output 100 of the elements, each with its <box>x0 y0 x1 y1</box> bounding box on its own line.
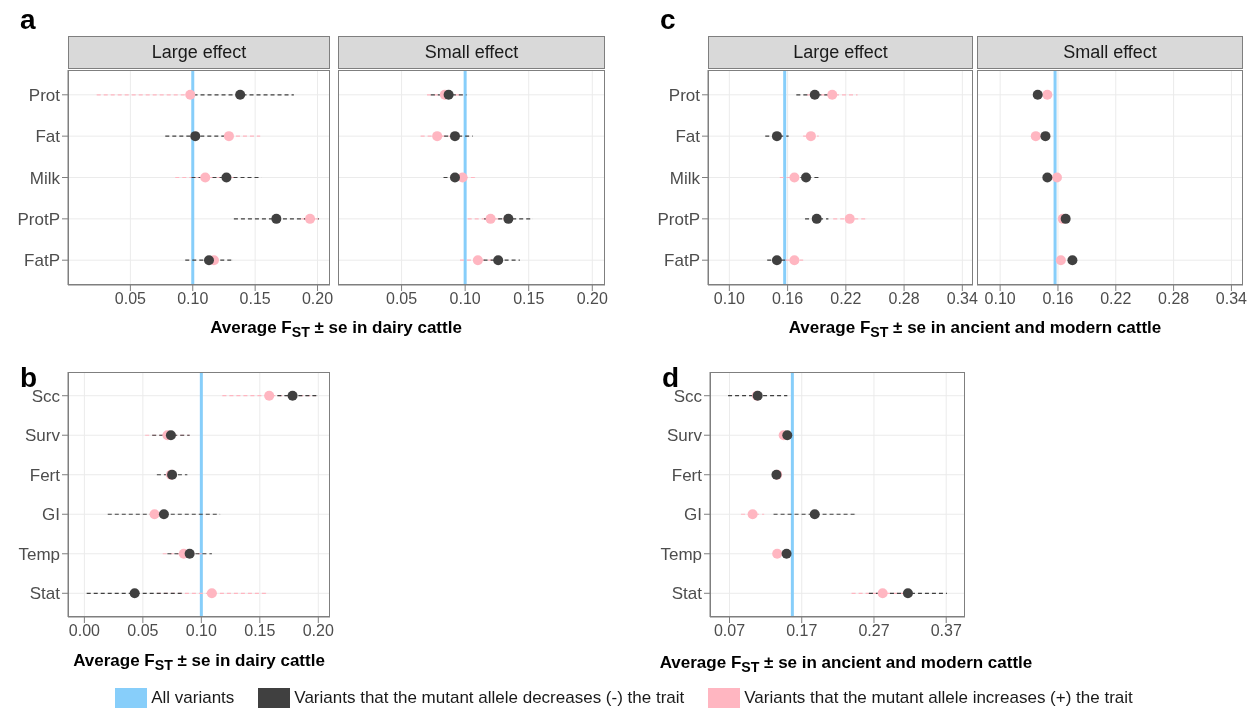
legend-label: All variants <box>151 688 235 708</box>
point <box>747 509 758 520</box>
y-tick-label: FatP <box>664 251 700 271</box>
point <box>827 89 838 100</box>
point <box>1055 255 1066 266</box>
x-tick-label: 0.34 <box>946 290 978 308</box>
x-tick-label: 0.20 <box>301 290 334 308</box>
point <box>1067 255 1078 266</box>
point <box>203 255 214 266</box>
point <box>801 172 812 183</box>
point <box>805 131 816 142</box>
text: a <box>20 4 36 36</box>
point <box>443 89 454 100</box>
y-tick-label: Prot <box>668 85 701 105</box>
y-tick-label: GI <box>42 505 60 525</box>
point <box>1032 89 1043 100</box>
point <box>809 89 820 100</box>
point <box>287 390 298 401</box>
point <box>432 131 443 142</box>
point <box>271 213 282 224</box>
y-tick-label: Milk <box>29 168 61 188</box>
y-tick-label: GI <box>684 505 702 525</box>
point <box>449 131 460 142</box>
y-tick-label: Fat <box>35 127 61 147</box>
point <box>1051 172 1062 183</box>
x-tick-label: 0.34 <box>1215 290 1248 308</box>
chart-title: Small effect <box>338 36 605 69</box>
x-tick-label: 0.28 <box>888 290 920 308</box>
chart-title: Large effect <box>68 36 330 69</box>
point <box>771 131 782 142</box>
y-tick-label: ProtP <box>17 209 60 229</box>
y-tick-label: Stat <box>29 584 61 604</box>
point <box>449 172 460 183</box>
point <box>206 588 217 599</box>
point <box>472 255 483 266</box>
point <box>789 255 800 266</box>
point <box>782 430 793 441</box>
x-axis-title: Average F$_{ST}$ ± se in ancient and modern cattle <box>658 653 1034 676</box>
x-tick-label: 0.00 <box>68 622 101 640</box>
point <box>1042 89 1053 100</box>
point <box>184 548 195 559</box>
legend-label: Variants that the mutant allele increases (+) the trait <box>744 688 1133 708</box>
point <box>221 172 232 183</box>
point <box>1040 131 1051 142</box>
point <box>503 213 514 224</box>
x-tick-label: 0.05 <box>127 622 159 640</box>
text: c <box>660 4 676 36</box>
chart-title: Small effect <box>977 36 1243 69</box>
x-tick-label: 0.15 <box>513 290 545 308</box>
y-tick-label: Temp <box>18 544 60 564</box>
point <box>781 548 792 559</box>
y-tick-label: Surv <box>25 426 61 446</box>
point <box>200 172 211 183</box>
x-tick-label: 0.27 <box>858 622 890 640</box>
point <box>149 509 160 520</box>
x-tick-label: 0.16 <box>1042 290 1074 308</box>
x-tick-label: 0.10 <box>984 290 1016 308</box>
point <box>1042 172 1053 183</box>
chart-title: Large effect <box>708 36 973 69</box>
y-tick-label: Fat <box>675 127 701 147</box>
point <box>877 588 888 599</box>
point <box>902 588 913 599</box>
x-tick-label: 0.10 <box>177 290 209 308</box>
legend-label: Variants that the mutant allele decreases (-) the trait <box>294 688 685 708</box>
x-tick-label: 0.10 <box>185 622 218 640</box>
x-tick-label: 0.20 <box>576 290 608 308</box>
x-tick-label: 0.37 <box>930 622 962 640</box>
point <box>844 213 855 224</box>
x-tick-label: 0.05 <box>386 290 418 308</box>
x-tick-label: 0.15 <box>244 622 276 640</box>
x-tick-label: 0.05 <box>114 290 147 308</box>
y-tick-label: Fert <box>29 465 61 485</box>
x-tick-label: 0.10 <box>449 290 481 308</box>
x-tick-label: 0.20 <box>302 622 334 640</box>
point <box>129 588 140 599</box>
x-axis-title: Average F$_{ST}$ ± se in dairy cattle <box>209 318 463 341</box>
point <box>305 213 316 224</box>
x-tick-label: 0.16 <box>772 290 804 308</box>
x-tick-label: 0.15 <box>239 290 271 308</box>
point <box>235 89 246 100</box>
point <box>158 509 169 520</box>
point <box>771 255 782 266</box>
point <box>809 509 820 520</box>
y-tick-label: Stat <box>671 584 703 604</box>
y-tick-label: Prot <box>28 85 61 105</box>
y-tick-label: ProtP <box>657 209 700 229</box>
point <box>1030 131 1041 142</box>
y-tick-label: Temp <box>660 544 702 564</box>
x-tick-label: 0.07 <box>713 622 746 640</box>
x-tick-label: 0.22 <box>1100 290 1132 308</box>
point <box>190 131 201 142</box>
point <box>789 172 800 183</box>
x-tick-label: 0.22 <box>830 290 862 308</box>
x-tick-label: 0.10 <box>713 290 746 308</box>
y-tick-label: Fert <box>671 465 703 485</box>
point <box>185 89 196 100</box>
point <box>223 131 234 142</box>
point <box>264 390 275 401</box>
y-tick-label: Surv <box>667 426 703 446</box>
x-tick-label: 0.28 <box>1158 290 1190 308</box>
